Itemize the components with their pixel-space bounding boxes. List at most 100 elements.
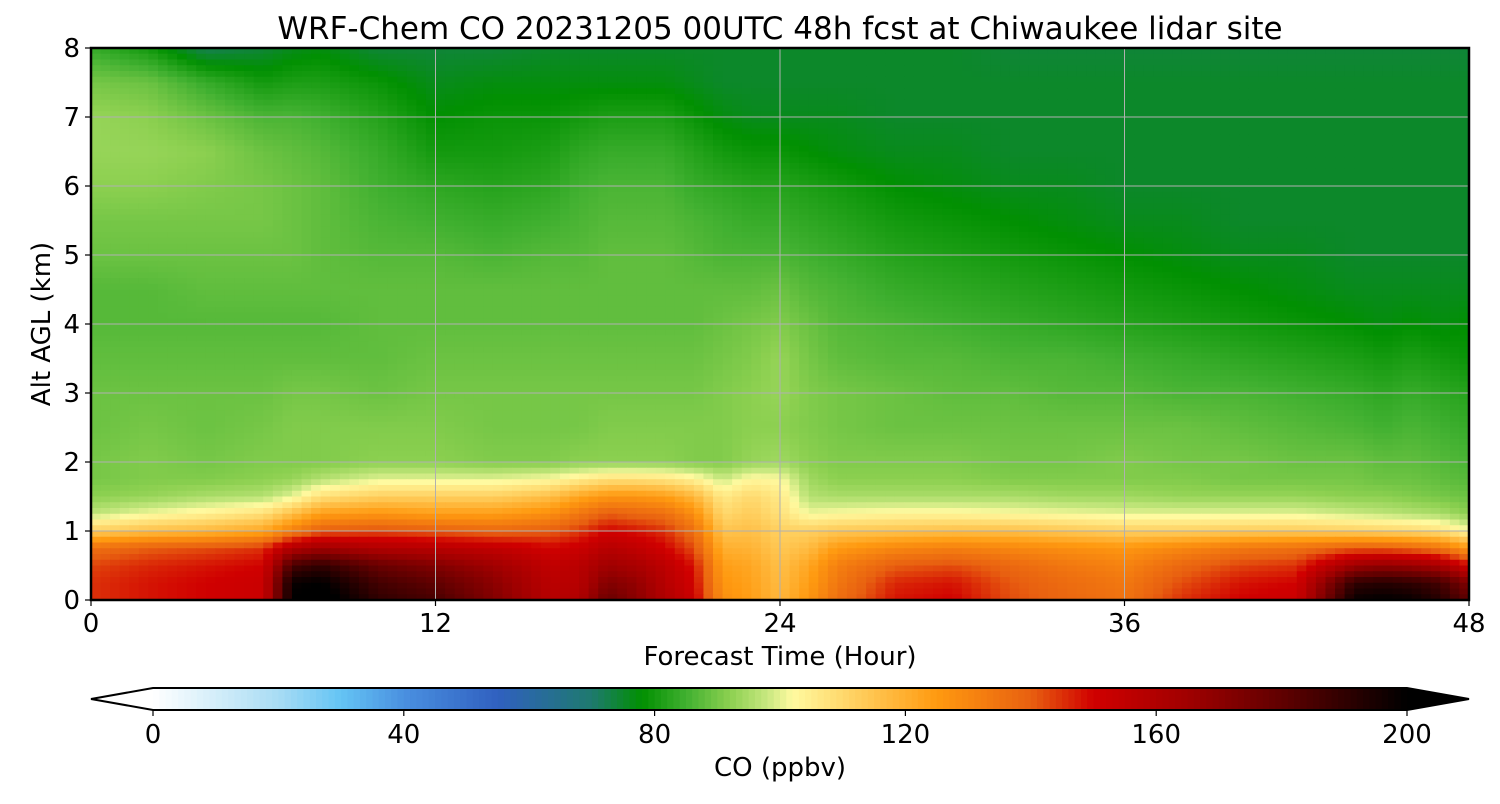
heatmap-cell bbox=[492, 105, 504, 112]
heatmap-cell bbox=[502, 111, 513, 118]
heatmap-cell bbox=[148, 117, 159, 124]
heatmap-cell bbox=[626, 243, 638, 250]
heatmap-cell bbox=[1382, 145, 1394, 153]
heatmap-cell bbox=[1430, 48, 1441, 55]
heatmap-cell bbox=[722, 237, 733, 245]
heatmap-cell bbox=[1201, 163, 1212, 170]
heatmap-cell bbox=[129, 220, 140, 227]
heatmap-cell bbox=[177, 71, 188, 78]
heatmap-cell bbox=[1459, 209, 1470, 216]
heatmap-cell bbox=[1430, 59, 1441, 66]
heatmap-cell bbox=[291, 94, 303, 101]
heatmap-cell bbox=[1028, 214, 1039, 222]
heatmap-cell bbox=[387, 59, 398, 66]
heatmap-cell bbox=[378, 99, 389, 107]
heatmap-cell bbox=[521, 105, 532, 112]
heatmap-cell bbox=[684, 168, 695, 176]
heatmap-cell bbox=[1440, 237, 1451, 245]
heatmap-cell bbox=[1095, 174, 1106, 181]
heatmap-cell bbox=[1153, 220, 1164, 227]
heatmap-cell bbox=[282, 168, 293, 176]
heatmap-cell bbox=[780, 140, 791, 147]
heatmap-cell bbox=[196, 128, 207, 135]
heatmap-cell bbox=[148, 232, 159, 239]
heatmap-cell bbox=[827, 128, 839, 135]
heatmap-cell bbox=[320, 243, 331, 250]
heatmap-cell bbox=[1392, 232, 1403, 239]
heatmap-cell bbox=[157, 99, 169, 107]
heatmap-cell bbox=[157, 157, 169, 164]
heatmap-cell bbox=[282, 122, 293, 130]
heatmap-cell bbox=[1354, 232, 1365, 239]
heatmap-cell bbox=[492, 88, 504, 95]
heatmap-cell bbox=[1258, 145, 1269, 153]
heatmap-cell bbox=[923, 168, 934, 176]
heatmap-cell bbox=[282, 128, 293, 135]
heatmap-cell bbox=[502, 226, 513, 233]
heatmap-cell bbox=[990, 134, 1001, 141]
heatmap-cell bbox=[588, 82, 599, 89]
heatmap-cell bbox=[215, 48, 226, 55]
heatmap-cell bbox=[722, 145, 733, 153]
heatmap-cell bbox=[760, 140, 772, 147]
heatmap-cell bbox=[1105, 151, 1116, 158]
heatmap-cell bbox=[1287, 111, 1298, 118]
heatmap-cell bbox=[1047, 197, 1059, 204]
heatmap-cell bbox=[100, 220, 111, 227]
heatmap-cell bbox=[205, 163, 216, 170]
heatmap-cell bbox=[1402, 186, 1413, 193]
heatmap-cell bbox=[665, 122, 676, 130]
heatmap-cell bbox=[483, 53, 494, 61]
heatmap-cell bbox=[129, 237, 140, 245]
heatmap-cell bbox=[579, 168, 590, 176]
heatmap-cell bbox=[416, 191, 427, 199]
heatmap-cell bbox=[1344, 163, 1355, 170]
heatmap-cell bbox=[1296, 232, 1307, 239]
heatmap-cell bbox=[713, 209, 724, 216]
heatmap-cell bbox=[263, 203, 274, 210]
heatmap-cell bbox=[205, 48, 216, 55]
heatmap-cell bbox=[655, 111, 666, 118]
heatmap-cell bbox=[1315, 71, 1327, 78]
heatmap-cell bbox=[808, 180, 819, 187]
heatmap-cell bbox=[531, 76, 542, 84]
heatmap-cell bbox=[1411, 71, 1422, 78]
heatmap-cell bbox=[913, 163, 925, 170]
heatmap-cell bbox=[626, 82, 638, 89]
heatmap-cell bbox=[1382, 163, 1394, 170]
heatmap-cell bbox=[492, 232, 504, 239]
heatmap-cell bbox=[215, 59, 226, 66]
heatmap-cell bbox=[1086, 214, 1097, 222]
heatmap-cell bbox=[799, 122, 810, 130]
heatmap-cell bbox=[1172, 226, 1183, 233]
heatmap-cell bbox=[818, 65, 829, 72]
heatmap-cell bbox=[1440, 168, 1451, 176]
heatmap-cell bbox=[531, 140, 542, 147]
heatmap-cell bbox=[1067, 88, 1078, 95]
heatmap-cell bbox=[1038, 220, 1049, 227]
heatmap-cell bbox=[732, 134, 743, 141]
heatmap-cell bbox=[129, 111, 140, 118]
heatmap-cell bbox=[1335, 88, 1346, 95]
heatmap-cell bbox=[569, 76, 580, 84]
heatmap-cell bbox=[1229, 214, 1240, 222]
heatmap-cell bbox=[722, 186, 733, 193]
heatmap-cell bbox=[129, 203, 140, 210]
heatmap-cell bbox=[1201, 53, 1212, 61]
heatmap-cell bbox=[751, 76, 762, 84]
heatmap-cell bbox=[1248, 220, 1260, 227]
heatmap-cell bbox=[445, 163, 456, 170]
heatmap-cell bbox=[703, 94, 714, 101]
heatmap-cell bbox=[808, 65, 819, 72]
heatmap-cell bbox=[177, 53, 188, 61]
heatmap-cell bbox=[1315, 168, 1327, 176]
heatmap-cell bbox=[387, 76, 398, 84]
heatmap-cell bbox=[1057, 71, 1068, 78]
heatmap-cell bbox=[301, 128, 312, 135]
heatmap-cell bbox=[263, 140, 274, 147]
heatmap-cell bbox=[1248, 82, 1260, 89]
heatmap-cell bbox=[416, 237, 427, 245]
heatmap-cell bbox=[1363, 99, 1374, 107]
heatmap-cell bbox=[1076, 59, 1087, 66]
heatmap-cell bbox=[655, 168, 666, 176]
